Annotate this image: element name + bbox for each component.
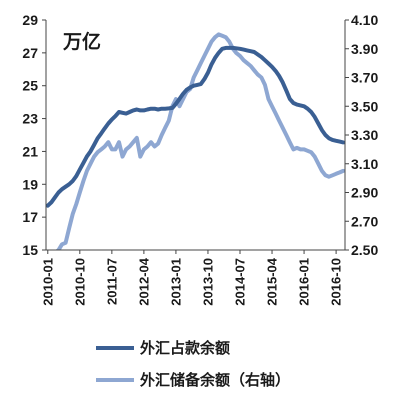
right-tick-label: 2.70 — [351, 213, 378, 229]
legend-item-fx-funds: 外汇占款余额 — [96, 337, 230, 358]
right-axis-ticks: 2.50 2.70 2.90 3.10 3.30 3.50 3.70 3.90 4.10 — [345, 12, 378, 258]
right-tick-label: 3.10 — [351, 156, 378, 172]
x-tick-label: 2012-04 — [136, 257, 151, 305]
x-tick-label: 2013-10 — [200, 258, 215, 306]
left-tick-label: 23 — [22, 111, 38, 127]
x-tick-label: 2015-04 — [265, 257, 280, 305]
legend-swatch-fx-funds — [96, 345, 134, 350]
legend-item-fx-reserves: 外汇储备余额（右轴） — [96, 369, 290, 390]
legend-swatch-fx-reserves — [96, 377, 134, 382]
left-tick-label: 19 — [22, 176, 38, 192]
x-tick-label: 2014-07 — [232, 258, 247, 306]
right-tick-label: 2.90 — [351, 185, 378, 201]
legend-label-fx-reserves: 外汇储备余额（右轴） — [140, 371, 291, 389]
right-tick-label: 3.90 — [351, 41, 378, 57]
right-tick-label: 3.30 — [351, 127, 378, 143]
x-tick-label: 2016-01 — [297, 258, 312, 306]
left-axis-ticks: 15 17 19 21 23 25 27 29 — [22, 12, 46, 258]
right-tick-label: 2.50 — [351, 242, 378, 258]
left-tick-label: 25 — [22, 78, 38, 94]
x-tick-label: 2016-10 — [329, 258, 344, 306]
left-tick-label: 15 — [22, 242, 38, 258]
left-tick-label: 29 — [22, 12, 38, 28]
x-tick-label: 2013-01 — [168, 258, 183, 306]
x-axis-ticks: 2010-01 2010-10 2011-07 2012-04 2013-01 2013-… — [40, 250, 344, 306]
x-tick-label: 2010-01 — [40, 258, 55, 306]
right-tick-label: 3.50 — [351, 98, 378, 114]
right-tick-label: 4.10 — [351, 12, 378, 28]
plot-lines — [46, 32, 345, 250]
left-tick-label: 21 — [22, 143, 38, 159]
series-line-fx-funds — [46, 45, 345, 208]
legend-label-fx-funds: 外汇占款余额 — [140, 339, 231, 357]
left-tick-label: 17 — [22, 209, 38, 225]
right-tick-label: 3.70 — [351, 70, 378, 86]
x-tick-label: 2011-07 — [104, 258, 119, 305]
series-line-fx-reserves — [55, 32, 345, 250]
unit-label: 万亿 — [62, 30, 101, 53]
x-tick-label: 2010-10 — [72, 258, 87, 306]
left-tick-label: 27 — [22, 45, 38, 61]
